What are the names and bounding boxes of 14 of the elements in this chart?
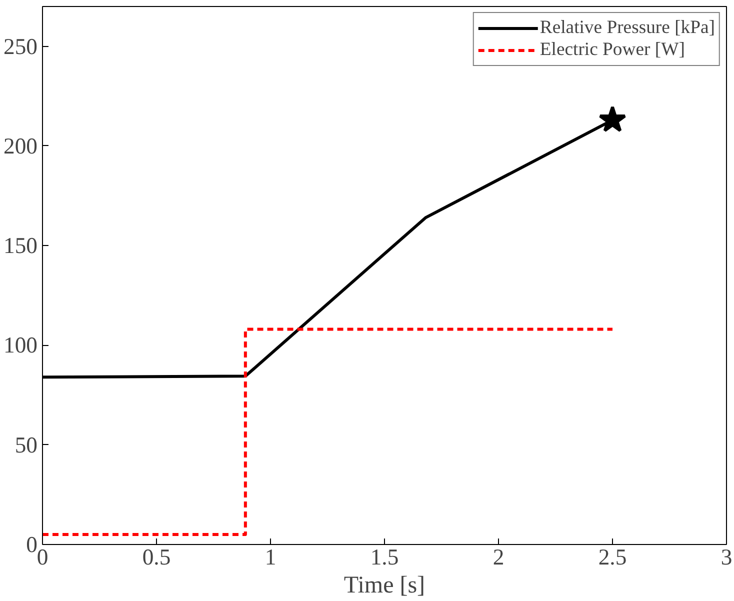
x-tick-label: 2.5 [598, 544, 627, 570]
x-tick-label: 0.5 [142, 544, 171, 570]
y-tick-label: 200 [4, 133, 38, 158]
y-tick-label: 100 [4, 332, 38, 358]
y-tick-label: 50 [14, 432, 38, 458]
x-tick-label: 1 [264, 544, 276, 570]
legend-label: Relative Pressure [kPa] [540, 17, 715, 39]
legend-label: Electric Power [W] [540, 39, 685, 61]
x-tick-label: 2 [492, 544, 504, 570]
y-tick-label: 150 [4, 233, 38, 258]
x-axis-title: Time [s] [344, 572, 426, 598]
x-tick-label: 1.5 [370, 544, 399, 570]
y-tick-label: 250 [4, 34, 38, 59]
x-tick-label: 3 [720, 544, 732, 570]
